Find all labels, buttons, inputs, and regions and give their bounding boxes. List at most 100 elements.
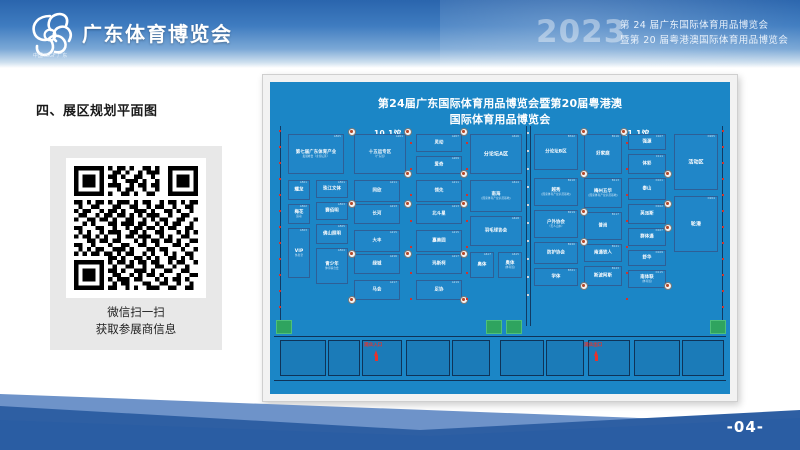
booth-name: 分论坛A区 (483, 151, 509, 158)
booth[interactable]: A211 领先 (416, 180, 462, 202)
booth[interactable]: C107 强源 (628, 134, 666, 150)
booth[interactable]: A505 佛山照明 (316, 224, 348, 244)
booth-name: 足协 (434, 287, 444, 293)
rail-dot (279, 162, 282, 165)
booth-code: D107 (655, 229, 663, 232)
booth[interactable]: B121 南通铁人 (584, 244, 622, 262)
booth[interactable]: D204 轮滑 (674, 196, 718, 252)
booth[interactable]: B219 户外协会 （天人山水） (534, 210, 578, 238)
divider-dot (527, 240, 530, 243)
booth-code: A617 (483, 253, 491, 256)
booth-code: A501 (299, 181, 307, 184)
floorplan-title-line1: 第24届广东国际体育用品博览会暨第20届粤港澳 (377, 97, 623, 110)
booth[interactable]: A211 同欣 (354, 180, 400, 202)
booth[interactable]: A215 嘉美园 (416, 230, 462, 252)
booth[interactable]: A213 长河 (354, 204, 400, 224)
booth[interactable]: A501 珠江文体 (316, 180, 348, 198)
booth-code: C107 (655, 135, 663, 138)
booth[interactable]: A618 羽毛球协会 (470, 216, 522, 246)
booth[interactable]: A207 灵动 (416, 134, 462, 152)
booth-name: 户外协会 （天人山水） (535, 220, 577, 229)
booth[interactable]: A614 南海 (国家体育产业示范基地) (470, 180, 522, 212)
booth[interactable]: A217 玛斯柯 (416, 254, 462, 274)
qr-caption-line1: 微信扫一扫 (107, 305, 165, 319)
booth[interactable]: A501 耀龙 (288, 180, 310, 200)
booth-subname: (体育馆) (641, 280, 653, 284)
booth-name: 普尚 (598, 223, 608, 229)
booth-name: 大丰 (372, 238, 382, 244)
booth[interactable]: D205 活动区 (674, 134, 718, 190)
booth[interactable]: D115 南体联 (体育馆) (628, 270, 666, 288)
booth[interactable]: B116 好家庭 (584, 134, 622, 174)
booth-name: 群体通 (640, 234, 654, 240)
booth[interactable]: A616 分论坛A区 (470, 134, 522, 174)
booth[interactable]: A201 十五运专区 （广东馆） (354, 134, 406, 174)
booth[interactable]: B218 越秀 (国家体育产业示范基地) (534, 178, 578, 206)
booth[interactable]: A502 梅花 运动 (288, 204, 310, 224)
divider-dot (527, 204, 530, 207)
booth-name: 防护协会 (547, 250, 565, 256)
booth[interactable]: A209 爱奇 (416, 156, 462, 174)
booth[interactable]: A217 马会 (354, 280, 400, 300)
booth-name: 强源 (642, 139, 652, 145)
booth-code: A504 (337, 249, 345, 252)
booth-name: 羽毛球协会 (484, 228, 508, 234)
booth-name: 耀龙 (294, 187, 304, 193)
booth-code: A505 (333, 135, 341, 138)
booth[interactable]: C111 体彩 (628, 154, 666, 174)
booth[interactable]: A503 VIP 休息室 (288, 228, 310, 278)
rail-dot (722, 242, 725, 245)
rail-dot (722, 258, 725, 261)
booth[interactable]: A503 赛佰明 (316, 202, 348, 220)
booth[interactable]: D102 英派斯 (628, 204, 666, 224)
booth[interactable]: B220 防护协会 (534, 242, 578, 264)
hall-label-left: 10.1馆 (374, 128, 402, 139)
booth[interactable]: A219 足协 (416, 280, 462, 300)
booth[interactable]: A213 北斗星 (416, 204, 462, 224)
booth-code: A501 (337, 181, 345, 184)
booth-name: 灵动 (434, 140, 444, 146)
booth-subname: 运动 (296, 215, 302, 219)
rail-dot (279, 306, 282, 309)
qr-caption-line2: 获取参展商信息 (95, 322, 177, 336)
booth[interactable]: A617 奥体 (470, 252, 494, 278)
booth[interactable]: A615 奥体 (体育馆) (498, 252, 522, 278)
booth[interactable]: A505 第七届广东体育产业 发展峰会（主论坛区） (288, 134, 344, 174)
booth-name: 活动区 (688, 159, 704, 166)
visitor-entrance-label: 观众入口 (364, 343, 383, 348)
booth-name: 珠江文体 (323, 186, 341, 192)
booth-code: A216 (389, 255, 397, 258)
rail-dot (279, 146, 282, 149)
aisle-rail (526, 126, 527, 326)
slide-header: 中国 ISGF 广东 广东体育博览会 2023 第 24 届广东国际体育用品博览… (0, 0, 800, 68)
booth[interactable]: A215 大丰 (354, 230, 400, 252)
booth[interactable]: A216 绿城 (354, 254, 400, 274)
booth-name: 泰山 (642, 186, 652, 192)
booth-code: D115 (655, 271, 663, 274)
booth-name: 学体 (551, 274, 561, 280)
rail-dot (722, 290, 725, 293)
booth[interactable]: D101 泰山 (628, 178, 666, 200)
floorplan-canvas[interactable]: 第24届广东国际体育用品博览会暨第20届粤港澳 国际体育用品博览会 10.1馆 … (270, 82, 730, 394)
header-subtitle-line2: 暨第 20 届粤港澳国际体育用品博览会 (620, 35, 789, 46)
rail-dot (279, 258, 282, 261)
visitor-entrance-arrow (374, 350, 378, 356)
pillar-marker (664, 282, 672, 290)
pillar-marker (620, 128, 628, 136)
aisle-dot (626, 194, 629, 197)
booth[interactable]: D107 群体通 (628, 228, 666, 246)
rail-dot (722, 162, 725, 165)
booth[interactable]: B123 斯波阿斯 (584, 266, 622, 286)
booth[interactable]: B117 普尚 (584, 212, 622, 240)
booth-subname: (国家体育产业示范基地) (481, 197, 511, 201)
booth-code: B321 (567, 269, 575, 272)
booth[interactable]: D109 舒华 (628, 250, 666, 266)
booth[interactable]: A504 青少年 体育联合会 (316, 248, 348, 284)
booth-code: A217 (389, 281, 397, 284)
booth[interactable]: B322 分论坛B区 (534, 134, 578, 170)
booth-code: B123 (611, 267, 619, 270)
booth[interactable]: B321 学体 (534, 268, 578, 286)
rail-dot (722, 178, 725, 181)
booth[interactable]: B113 梅州五华 (国家体育产业示范基地) (584, 178, 622, 208)
